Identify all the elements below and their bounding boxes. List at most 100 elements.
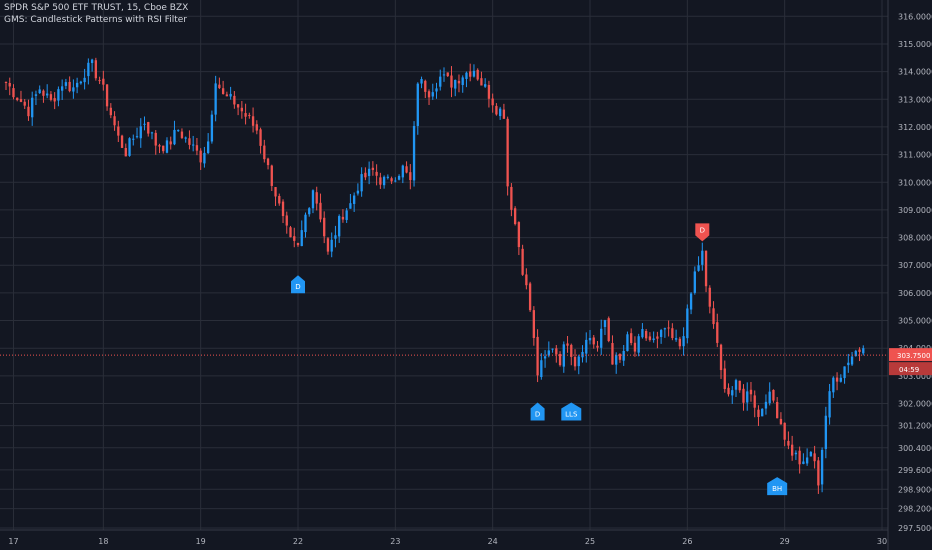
candle-body [615, 355, 618, 365]
candle-body [128, 138, 131, 156]
candle-body [255, 124, 258, 131]
candle-body [663, 328, 667, 330]
candle-body [854, 350, 857, 357]
candle-body [536, 336, 539, 376]
candle-body [495, 105, 498, 115]
candle-body [8, 82, 11, 87]
candle-body [446, 72, 449, 77]
candle-body [431, 92, 434, 97]
candle-body [117, 126, 120, 136]
candle-body [618, 354, 622, 360]
candle-body [315, 192, 318, 204]
signal-label: D [535, 410, 540, 418]
candle-body [794, 452, 798, 455]
candle-body [390, 178, 393, 182]
candle-body [233, 95, 236, 105]
candle-body [34, 94, 38, 96]
candle-body [551, 348, 554, 350]
y-tick-label: 307.0000 [898, 261, 932, 270]
candle-body [472, 70, 476, 77]
price-tag-value: 303.7500 [897, 352, 930, 360]
candle-body [461, 77, 464, 86]
candle-body [394, 180, 397, 182]
candle-body [689, 293, 693, 310]
candle-body [94, 60, 98, 79]
candle-body [506, 118, 509, 187]
candle-body [356, 190, 360, 194]
candle-body [659, 330, 663, 337]
candle-body [109, 107, 112, 116]
candle-body [188, 138, 191, 145]
x-tick-label: 29 [780, 537, 790, 546]
candle-body [686, 308, 689, 339]
candle-body [454, 79, 457, 89]
candle-body [850, 356, 854, 365]
candle-body [465, 72, 468, 79]
x-tick-label: 19 [196, 537, 206, 546]
candle-body [671, 328, 674, 339]
candle-body [308, 208, 311, 215]
candle-body [585, 339, 588, 354]
candle-body [727, 387, 730, 395]
candle-body [776, 402, 779, 419]
candle-body [562, 344, 565, 367]
candle-body [712, 308, 715, 325]
signal-label: BH [772, 485, 782, 493]
candle-body [843, 366, 846, 379]
candle-body [558, 354, 562, 366]
candle-body [607, 318, 610, 341]
candle-body [674, 338, 678, 340]
candle-body [802, 461, 805, 464]
candle-body [371, 167, 375, 170]
y-tick-label: 303.0000 [898, 372, 932, 381]
candle-body [293, 236, 296, 241]
y-tick-label: 312.0000 [898, 123, 932, 132]
candle-body [326, 238, 330, 252]
candle-body [349, 203, 352, 209]
candle-body [139, 126, 142, 139]
symbol-title: SPDR S&P 500 ETF TRUST, 15, Cboe BZX [4, 3, 189, 13]
candle-body [764, 401, 768, 409]
candle-body [173, 129, 176, 145]
countdown-value: 04:59 [899, 366, 919, 374]
candle-body [72, 87, 75, 92]
candle-body [162, 145, 165, 152]
candle-body [723, 368, 726, 389]
candle-body [528, 283, 532, 311]
x-tick-label: 18 [98, 537, 108, 546]
candle-body [521, 248, 524, 275]
candle-body [154, 132, 157, 146]
candle-body [435, 88, 438, 92]
candle-body [742, 388, 745, 403]
candle-body [195, 145, 199, 151]
candle-body [330, 239, 333, 252]
candle-body [12, 88, 15, 98]
candle-body [416, 83, 419, 126]
candle-body [566, 343, 569, 346]
candle-body [16, 97, 19, 101]
candle-body [341, 216, 345, 220]
candle-body [218, 84, 221, 89]
candle-body [124, 147, 127, 157]
candle-body [517, 222, 521, 248]
candle-body [820, 449, 824, 485]
candle-body [716, 322, 719, 343]
candle-body [42, 90, 45, 96]
candle-body [244, 113, 247, 117]
candle-body [98, 80, 101, 82]
candle-body [386, 176, 390, 178]
candle-body [704, 250, 708, 287]
candle-body [304, 214, 307, 233]
y-tick-label: 300.4000 [898, 444, 932, 453]
candle-body [746, 391, 749, 403]
candle-body [787, 440, 790, 446]
y-tick-label: 305.0000 [898, 317, 932, 326]
signal-label: LLS [565, 410, 578, 418]
candle-body [682, 336, 685, 347]
candle-body [592, 337, 595, 345]
candle-body [450, 75, 453, 88]
candle-body [345, 210, 348, 220]
candle-body [626, 334, 629, 352]
